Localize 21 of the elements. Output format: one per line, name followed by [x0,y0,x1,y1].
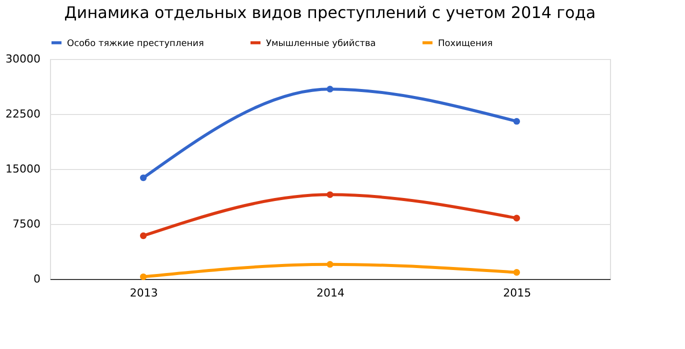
chart-title: Динамика отдельных видов преступлений с учетом 2014 года [64,3,596,22]
point [140,273,147,280]
legend-label: Похищения [438,38,493,49]
point [326,191,334,198]
y-tick-label: 15000 [6,162,40,176]
y-tick-label: 22500 [6,108,40,120]
point [513,269,520,276]
point [326,86,334,92]
y-tick-label: 30000 [6,52,40,66]
point [513,214,520,222]
legend-label: Умышленные убийства [266,38,376,49]
x-tick-label: 2013 [130,286,158,300]
x-tick-label: 2015 [503,286,532,300]
point [140,232,147,240]
point [513,118,520,125]
point [326,260,334,268]
legend-label: Особо тяжкие преступления [67,38,204,49]
y-tick-label: 0 [34,272,40,286]
point [140,174,147,182]
y-tick-label: 7500 [12,218,40,230]
x-tick-label: 2014 [316,286,344,300]
